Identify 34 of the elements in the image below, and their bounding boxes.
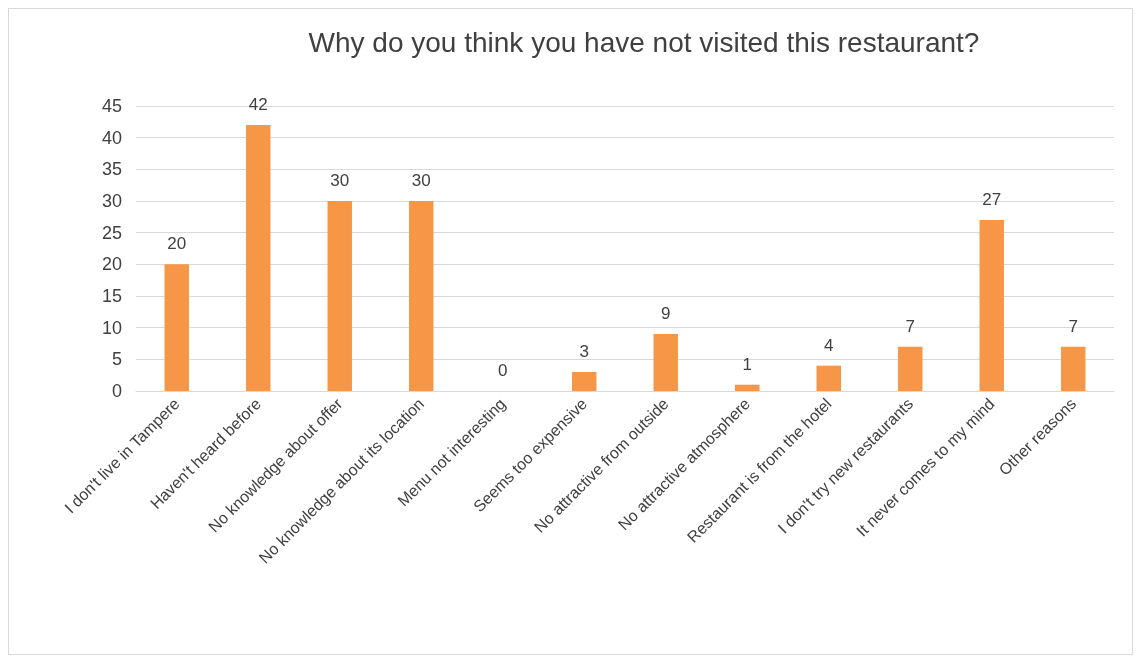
data-label: 20 [167, 234, 187, 254]
data-label: 7 [905, 316, 915, 336]
bar [246, 125, 271, 391]
y-tick-label: 40 [101, 127, 122, 148]
data-label: 30 [411, 171, 431, 190]
bar [735, 384, 760, 391]
bar [898, 346, 923, 391]
y-tick-label: 45 [101, 96, 122, 116]
bar [409, 201, 434, 391]
y-tick-label: 0 [111, 381, 122, 401]
bar [816, 365, 841, 391]
data-label: 3 [579, 342, 589, 361]
data-label: 7 [1068, 316, 1078, 336]
data-label: 42 [248, 95, 268, 114]
y-tick-label: 20 [101, 254, 122, 275]
data-label: 0 [498, 361, 508, 380]
bar [164, 264, 189, 391]
data-label: 4 [824, 335, 834, 355]
y-tick-label: 15 [101, 286, 122, 306]
bar [327, 201, 352, 391]
y-tick-label: 5 [111, 349, 122, 370]
chart-title: Why do you think you have not visited this restaurant? [308, 26, 980, 58]
data-label: 27 [982, 190, 1002, 209]
bar [979, 220, 1004, 391]
bar [653, 334, 678, 391]
bar [572, 372, 597, 391]
y-tick-label: 25 [101, 222, 122, 243]
bar [1061, 346, 1086, 391]
y-tick-label: 35 [101, 159, 122, 180]
data-label: 1 [742, 354, 752, 374]
y-tick-label: 10 [101, 317, 122, 338]
y-tick-label: 30 [101, 191, 122, 211]
data-label: 9 [661, 304, 671, 323]
data-label: 30 [330, 171, 350, 190]
